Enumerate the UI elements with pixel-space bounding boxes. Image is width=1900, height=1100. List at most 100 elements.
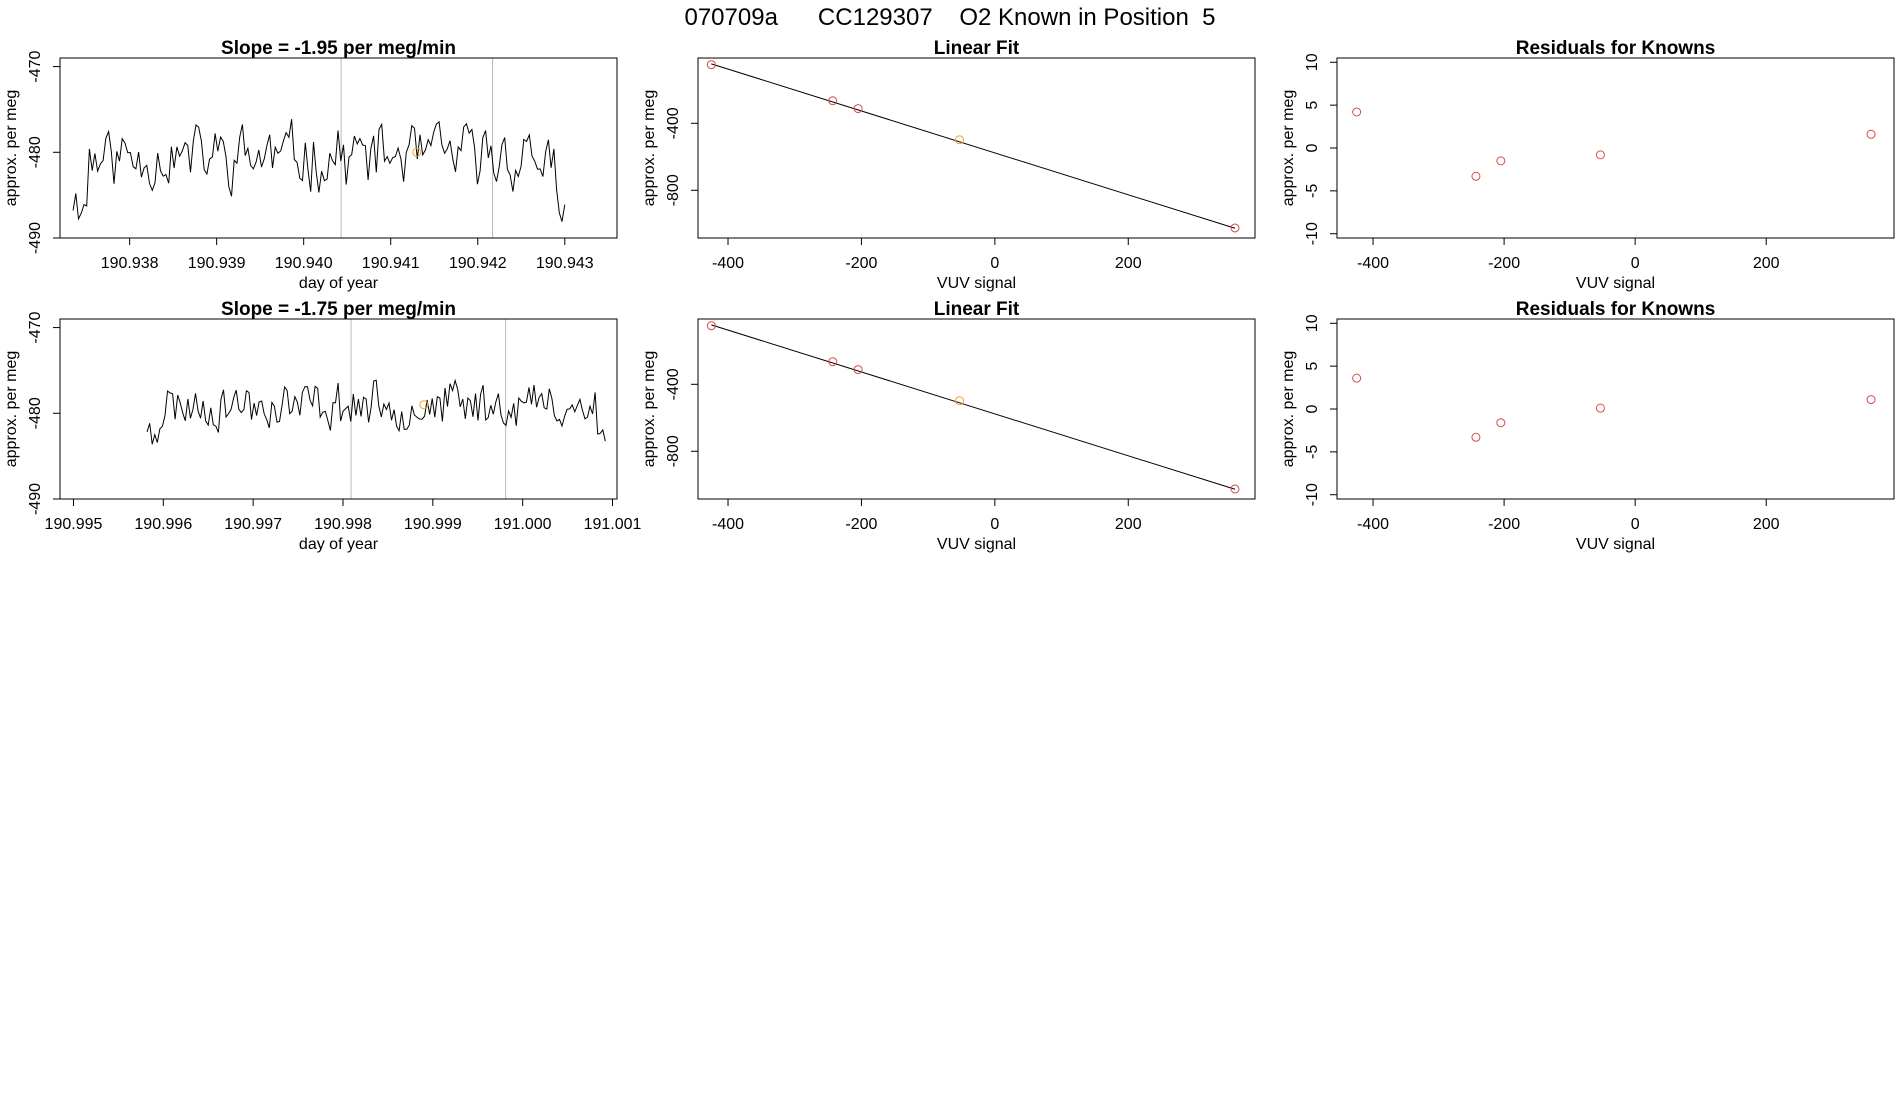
y-tick-label: -5	[1304, 184, 1321, 198]
chart-title: Linear Fit	[934, 299, 1020, 320]
x-tick-label: -400	[712, 516, 744, 533]
plot-area	[146, 319, 606, 499]
chart-fit2: Linear Fit -400 -200 0 200 -400 -800 VUV signal…	[641, 299, 1256, 553]
x-tick-label: 190.943	[536, 255, 594, 272]
plot-frame	[697, 57, 1256, 239]
y-tick-label: 5	[1304, 101, 1321, 110]
y-tick-label: 0	[1304, 143, 1321, 152]
x-tick-label: 190.942	[449, 255, 507, 272]
y-axis-label: approx. per meg	[641, 351, 658, 468]
chart-ts2: Slope = -1.75 per meg/min 190.995 190.996 1…	[3, 299, 642, 553]
data-point	[1352, 107, 1362, 117]
y-tick-label: 5	[1304, 362, 1321, 371]
plot-frame	[1336, 57, 1895, 239]
y-tick-label: -480	[27, 397, 44, 429]
y-tick-label: -470	[27, 50, 44, 82]
y-tick-label: -400	[665, 368, 682, 400]
x-tick-label: 0	[990, 516, 999, 533]
chart-title: Slope = -1.95 per meg/min	[221, 38, 456, 59]
data-point	[1230, 484, 1240, 494]
fit-line	[711, 63, 1236, 229]
y-tick-label: 10	[1304, 314, 1321, 332]
x-axis-label: day of year	[299, 275, 379, 292]
plot-area	[1352, 373, 1876, 442]
data-point	[706, 321, 716, 331]
x-tick-label: 0	[990, 255, 999, 272]
panels: Slope = -1.95 per meg/min 190.938 190.939 1…	[3, 38, 1895, 553]
plot-area	[1352, 107, 1876, 181]
chart-res2: Residuals for Knowns -400 -200 0 200 10 5 0 -5 -1…	[1280, 299, 1895, 553]
x-tick-label: -200	[845, 255, 877, 272]
plot-frame	[1336, 318, 1895, 500]
x-axis-label: day of year	[299, 536, 379, 553]
data-point	[853, 365, 863, 375]
data-point	[1496, 418, 1506, 428]
chart-res1: Residuals for Knowns -400 -200 0 200 10 5 0 -5 -1…	[1280, 38, 1895, 292]
figure-title: 070709a CC129307 O2 Known in Position 5	[684, 4, 1215, 31]
x-tick-label: -400	[1357, 255, 1389, 272]
y-tick-label: -490	[27, 222, 44, 254]
x-tick-label: 0	[1631, 255, 1640, 272]
plot-area	[706, 60, 1240, 233]
highlight-point	[412, 147, 422, 157]
series-line	[72, 119, 566, 222]
y-axis-label: approx. per meg	[641, 90, 658, 207]
plot-frame	[697, 318, 1256, 500]
data-point	[706, 60, 716, 70]
x-tick-label: 200	[1115, 516, 1142, 533]
chart-title: Residuals for Knowns	[1516, 299, 1716, 320]
highlight-point	[419, 400, 429, 410]
data-point	[853, 104, 863, 114]
x-axis-label: VUV signal	[937, 536, 1016, 553]
x-tick-label: 200	[1753, 255, 1780, 272]
x-tick-label: 190.939	[188, 255, 246, 272]
chart-fit1: Linear Fit -400 -200 0 200 -400 -800 VUV signal…	[641, 38, 1256, 292]
x-tick-label: 200	[1115, 255, 1142, 272]
data-point	[1595, 403, 1605, 413]
data-point	[1866, 129, 1876, 139]
y-tick-label: -800	[665, 174, 682, 206]
y-tick-label: -400	[665, 107, 682, 139]
data-point	[1471, 432, 1481, 442]
x-tick-label: 190.998	[314, 516, 372, 533]
x-tick-label: 190.997	[224, 516, 282, 533]
plot-frame	[59, 57, 618, 239]
data-point	[1595, 150, 1605, 160]
data-point	[1866, 395, 1876, 405]
plot-area	[706, 321, 1240, 494]
y-tick-label: -470	[27, 311, 44, 343]
x-tick-label: 190.995	[45, 516, 103, 533]
y-tick-label: -10	[1304, 483, 1321, 506]
y-tick-label: 0	[1304, 404, 1321, 413]
data-point	[1230, 223, 1240, 233]
y-tick-label: -490	[27, 483, 44, 515]
series-line	[146, 378, 606, 445]
x-tick-label: -200	[1488, 255, 1520, 272]
y-tick-label: 10	[1304, 53, 1321, 71]
data-point	[1471, 171, 1481, 181]
data-point	[828, 96, 838, 106]
data-point	[954, 396, 964, 406]
x-tick-label: 190.999	[404, 516, 462, 533]
x-tick-label: -200	[1488, 516, 1520, 533]
data-point	[1352, 373, 1362, 383]
x-tick-label: 0	[1631, 516, 1640, 533]
x-tick-label: 200	[1753, 516, 1780, 533]
data-point	[828, 357, 838, 367]
y-tick-label: -800	[665, 435, 682, 467]
x-tick-label: -400	[712, 255, 744, 272]
x-tick-label: 190.940	[275, 255, 333, 272]
x-tick-label: 190.938	[101, 255, 159, 272]
y-tick-label: -5	[1304, 445, 1321, 459]
data-point	[1496, 156, 1506, 166]
y-axis-label: approx. per meg	[3, 351, 20, 468]
x-tick-label: 191.001	[584, 516, 642, 533]
plot-area	[72, 58, 566, 238]
chart-title: Residuals for Knowns	[1516, 38, 1716, 59]
x-tick-label: -400	[1357, 516, 1389, 533]
x-axis-label: VUV signal	[937, 275, 1016, 292]
y-tick-label: -10	[1304, 222, 1321, 245]
x-tick-label: 190.941	[362, 255, 420, 272]
chart-title: Linear Fit	[934, 38, 1020, 59]
